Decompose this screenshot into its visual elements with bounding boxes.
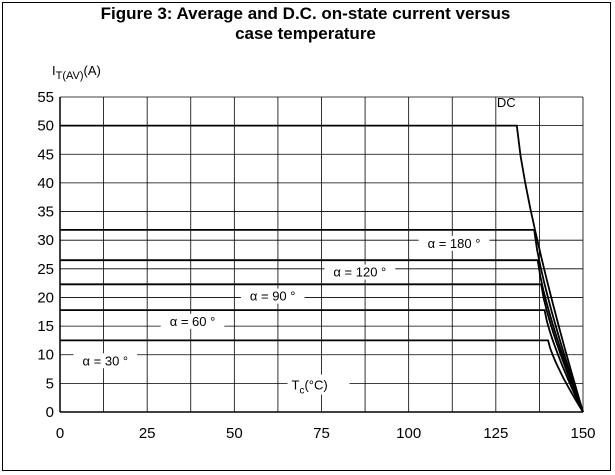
y-tick-label: 15 xyxy=(37,318,54,335)
chart-ticks: 0 5 10 15 20 25 30 35 40 45 50 55 0 25 50 75 100 125 150 xyxy=(37,89,595,442)
y-tick-label: 5 xyxy=(46,375,54,392)
x-tick-label: 100 xyxy=(396,425,421,442)
x-tick-label: 150 xyxy=(570,425,595,442)
y-tick-label: 30 xyxy=(37,232,54,249)
series-label-bg xyxy=(160,313,225,329)
x-axis-label-bg xyxy=(287,374,350,395)
x-tick-label: 125 xyxy=(483,425,508,442)
x-tick-label: 0 xyxy=(56,425,64,442)
series-label-bg xyxy=(240,288,305,304)
y-tick-label: 55 xyxy=(37,89,54,106)
x-tick-label: 25 xyxy=(139,425,156,442)
series-line xyxy=(60,309,584,413)
y-tick-label: 35 xyxy=(37,204,54,221)
figure-frame xyxy=(2,2,611,471)
series-line xyxy=(60,124,584,413)
chart-axes xyxy=(59,97,583,413)
x-axis-label: Tc(°C) xyxy=(292,378,328,397)
y-tick-label: 40 xyxy=(37,175,54,192)
y-tick-label: 0 xyxy=(46,404,54,421)
series-label: α = 60 ° xyxy=(170,314,216,329)
series-label: α = 90 ° xyxy=(250,289,296,304)
y-tick-label: 50 xyxy=(37,118,54,135)
y-tick-label: 10 xyxy=(37,347,54,364)
chart-labels: DC α = 180 ° α = 120 ° α = 90 ° α = 60 ° α = … xyxy=(73,95,516,397)
y-tick-label: 25 xyxy=(37,261,54,278)
series-label: α = 180 ° xyxy=(428,236,481,251)
y-axis-label: IT(AV)(A) xyxy=(52,63,101,82)
chart-curves xyxy=(60,124,584,413)
series-label-bg xyxy=(418,235,490,251)
series-line xyxy=(60,229,584,413)
series-label: α = 30 ° xyxy=(83,353,129,368)
y-tick-label: 20 xyxy=(37,289,54,306)
series-label: α = 120 ° xyxy=(333,265,386,280)
y-tick-label: 45 xyxy=(37,146,54,163)
chart-grid xyxy=(59,96,584,413)
series-label-bg xyxy=(73,353,138,369)
series-label: DC xyxy=(497,95,516,110)
chart-title-line1: Figure 3: Average and D.C. on-state curr… xyxy=(100,4,511,23)
x-tick-label: 75 xyxy=(313,425,330,442)
series-label-bg xyxy=(324,264,396,280)
series-line xyxy=(60,339,584,413)
x-tick-label: 50 xyxy=(226,425,243,442)
chart-title: Figure 3: Average and D.C. on-state curr… xyxy=(0,4,611,44)
chart-title-line2: case temperature xyxy=(235,24,376,43)
series-line xyxy=(60,283,584,413)
